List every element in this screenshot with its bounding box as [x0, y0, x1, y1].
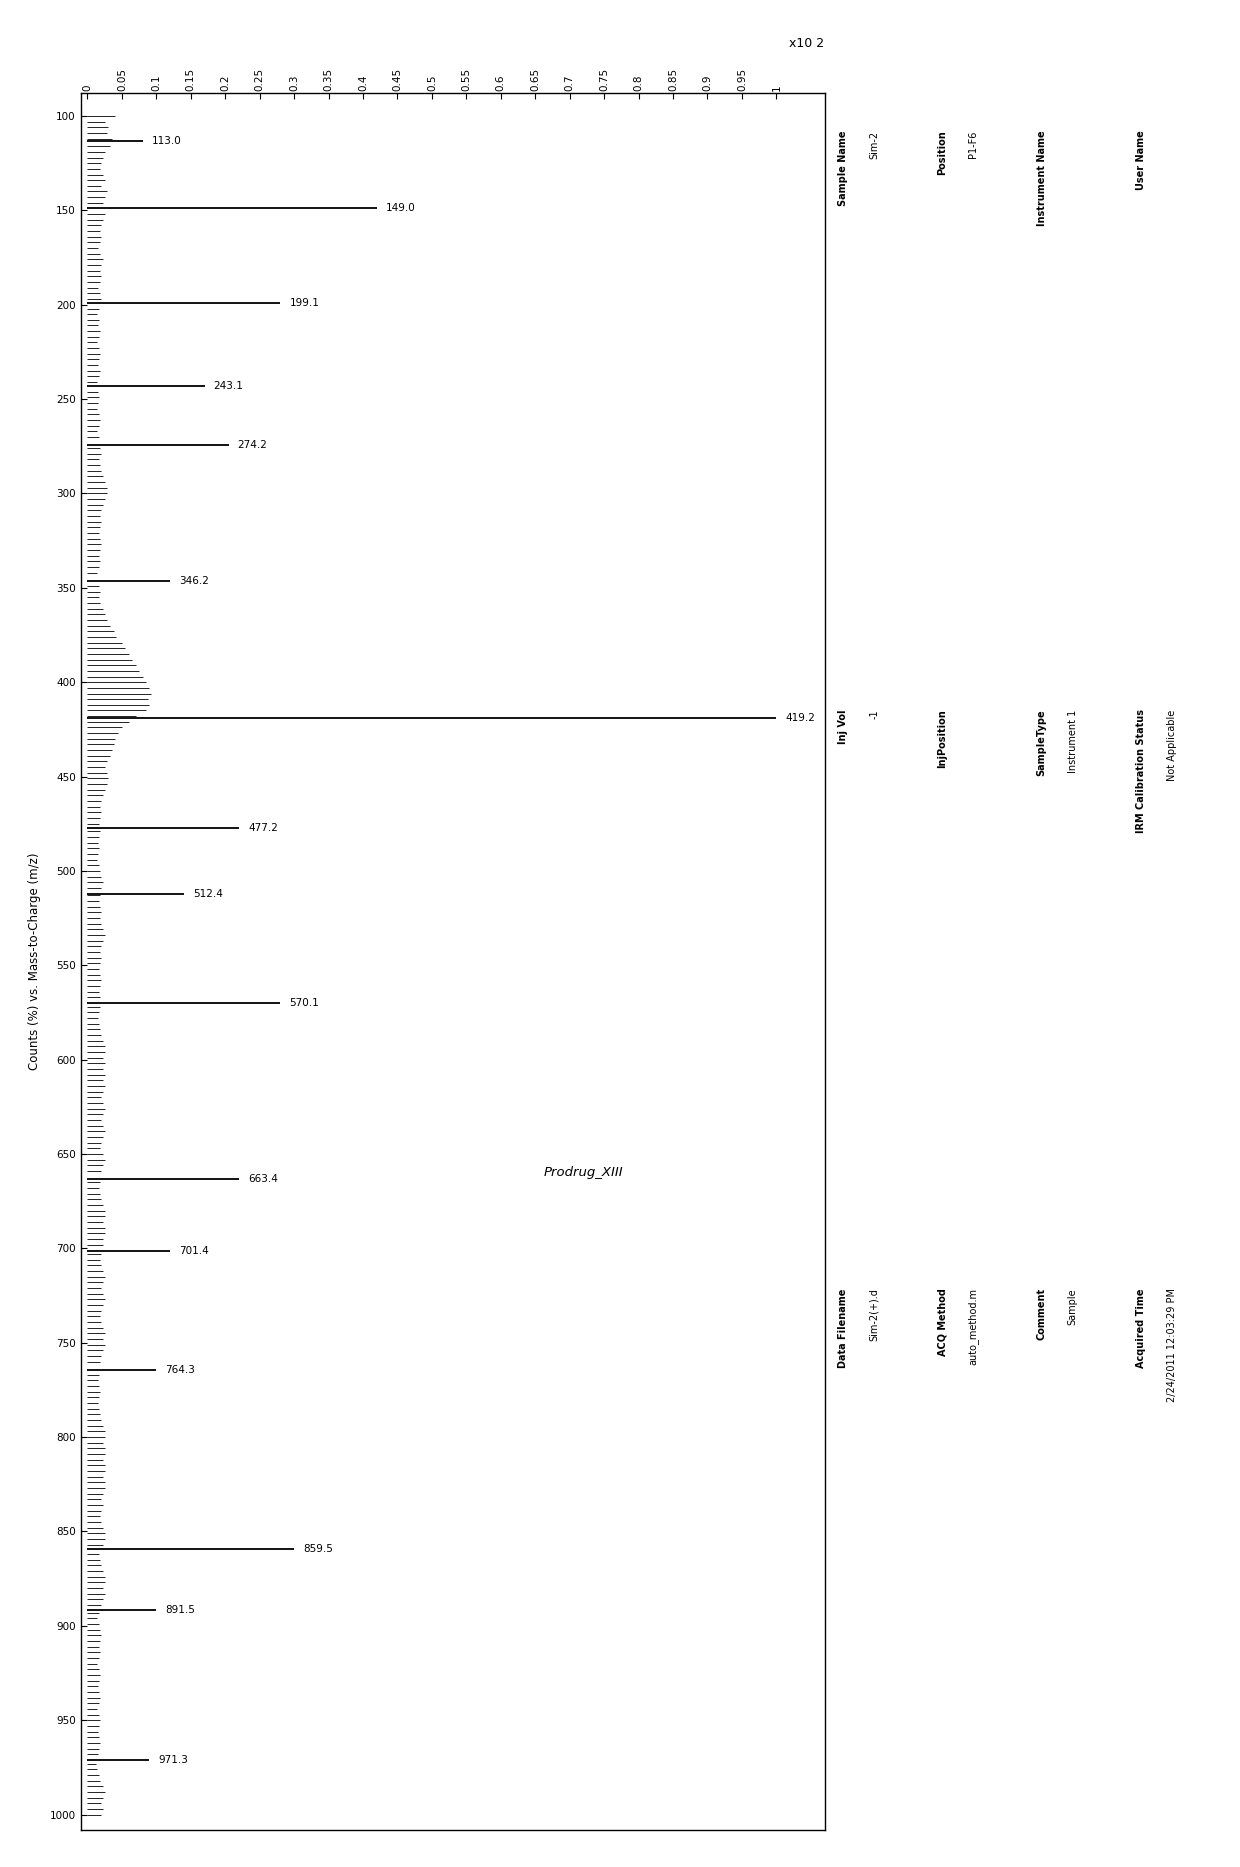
Text: User Name: User Name — [1136, 131, 1146, 190]
Text: 512.4: 512.4 — [193, 889, 223, 900]
Text: 2/24/2011 12:03:29 PM: 2/24/2011 12:03:29 PM — [1167, 1288, 1177, 1402]
Text: auto_method.m: auto_method.m — [968, 1288, 978, 1365]
Text: 199.1: 199.1 — [289, 299, 319, 308]
Text: Sim-2: Sim-2 — [869, 131, 879, 159]
Text: P1-F6: P1-F6 — [968, 131, 978, 159]
Text: 274.2: 274.2 — [238, 441, 268, 450]
Y-axis label: Counts (%) vs. Mass-to-Charge (m/z): Counts (%) vs. Mass-to-Charge (m/z) — [29, 853, 41, 1070]
Text: InjPosition: InjPosition — [937, 709, 947, 767]
Text: Inj Vol: Inj Vol — [838, 709, 848, 743]
Text: 243.1: 243.1 — [213, 381, 243, 390]
Text: 477.2: 477.2 — [248, 823, 278, 833]
Text: 149.0: 149.0 — [386, 204, 415, 213]
Text: 663.4: 663.4 — [248, 1174, 278, 1184]
Text: 859.5: 859.5 — [303, 1544, 334, 1555]
Text: Instrument 1: Instrument 1 — [1068, 709, 1078, 773]
Text: 701.4: 701.4 — [179, 1245, 208, 1256]
Text: 113.0: 113.0 — [151, 136, 181, 146]
Text: Comment: Comment — [1037, 1288, 1047, 1341]
Text: Sim-2(+).d: Sim-2(+).d — [869, 1288, 879, 1341]
Text: 764.3: 764.3 — [165, 1365, 195, 1374]
Text: Not Applicable: Not Applicable — [1167, 709, 1177, 780]
Text: SampleType: SampleType — [1037, 709, 1047, 777]
Text: ACQ Method: ACQ Method — [937, 1288, 947, 1355]
Text: Sample: Sample — [1068, 1288, 1078, 1326]
Text: x10 2: x10 2 — [790, 37, 825, 50]
Text: Position: Position — [937, 131, 947, 175]
Text: Acquired Time: Acquired Time — [1136, 1288, 1146, 1369]
Text: 971.3: 971.3 — [159, 1755, 188, 1766]
Text: Prodrug_XIII: Prodrug_XIII — [543, 1167, 624, 1180]
Text: IRM Calibration Status: IRM Calibration Status — [1136, 709, 1146, 833]
Text: Instrument Name: Instrument Name — [1037, 131, 1047, 226]
Text: 891.5: 891.5 — [165, 1606, 195, 1615]
Text: 570.1: 570.1 — [289, 999, 319, 1008]
Text: Data Filename: Data Filename — [838, 1288, 848, 1369]
Text: -1: -1 — [869, 709, 879, 719]
Text: 346.2: 346.2 — [179, 575, 210, 586]
Text: 419.2: 419.2 — [785, 713, 815, 723]
Text: Sample Name: Sample Name — [838, 131, 848, 205]
